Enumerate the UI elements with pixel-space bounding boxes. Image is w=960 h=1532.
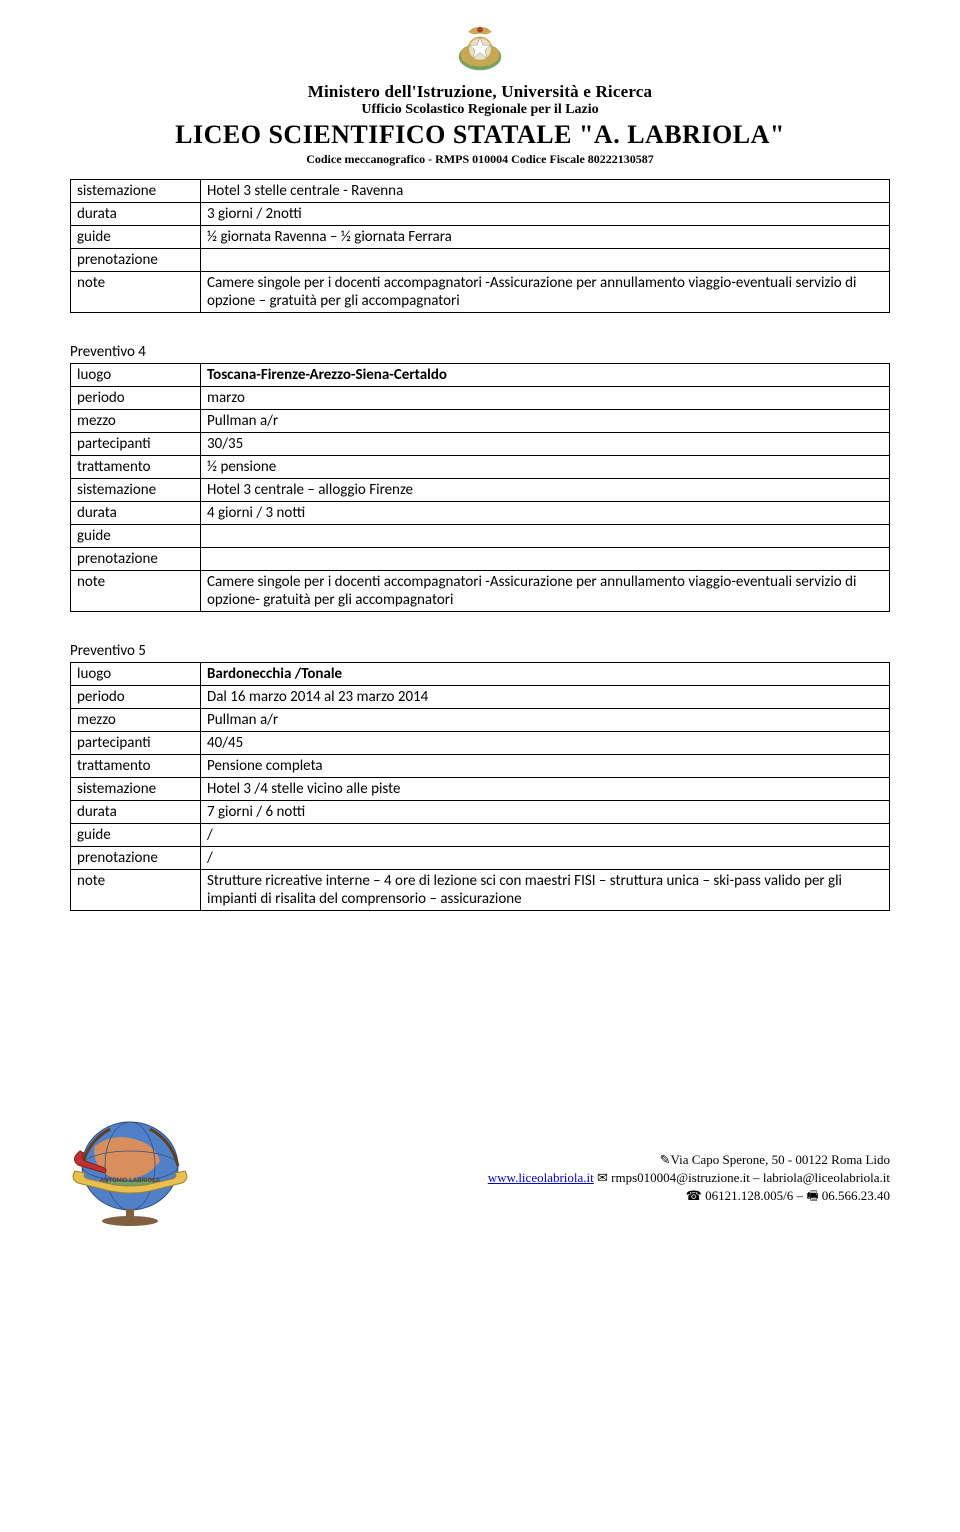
codice-line: Codice meccanografico - RMPS 010004 Codi…	[70, 152, 890, 167]
table-row: sistemazioneHotel 3 /4 stelle vicino all…	[71, 778, 890, 801]
row-value: Hotel 3 /4 stelle vicino alle piste	[201, 778, 890, 801]
row-label: luogo	[71, 364, 201, 387]
row-value: Hotel 3 centrale – alloggio Firenze	[201, 479, 890, 502]
section-title: Preventivo 5	[70, 642, 890, 660]
table-row: luogoBardonecchia /Tonale	[71, 663, 890, 686]
table-row: trattamentoPensione completa	[71, 755, 890, 778]
row-value: Pullman a/r	[201, 410, 890, 433]
table-row: sistemazioneHotel 3 stelle centrale - Ra…	[71, 180, 890, 203]
row-label: note	[71, 571, 201, 612]
row-value: Camere singole per i docenti accompagnat…	[201, 272, 890, 313]
row-value: Toscana-Firenze-Arezzo-Siena-Certaldo	[201, 364, 890, 387]
row-label: mezzo	[71, 709, 201, 732]
table-row: durata7 giorni / 6 notti	[71, 801, 890, 824]
preventivo-table: luogoBardonecchia /TonaleperiodoDal 16 m…	[70, 662, 890, 911]
footer-web-email: www.liceolabriola.it ✉ rmps010004@istruz…	[488, 1169, 890, 1187]
footer-address: ✎Via Capo Sperone, 50 - 00122 Roma Lido	[488, 1151, 890, 1169]
row-value: ½ giornata Ravenna – ½ giornata Ferrara	[201, 226, 890, 249]
row-label: guide	[71, 824, 201, 847]
row-value: ½ pensione	[201, 456, 890, 479]
row-label: guide	[71, 525, 201, 548]
row-value: marzo	[201, 387, 890, 410]
table-row: noteCamere singole per i docenti accompa…	[71, 571, 890, 612]
svg-text:ANTONIO LABRIOLA: ANTONIO LABRIOLA	[100, 1178, 161, 1184]
row-value: Camere singole per i docenti accompagnat…	[201, 571, 890, 612]
row-label: prenotazione	[71, 548, 201, 571]
school-globe-logo-icon: ANTONIO LABRIOLA	[60, 1091, 200, 1231]
row-label: note	[71, 272, 201, 313]
row-value: /	[201, 824, 890, 847]
table-row: durata3 giorni / 2notti	[71, 203, 890, 226]
row-value: 7 giorni / 6 notti	[201, 801, 890, 824]
row-value: Bardonecchia /Tonale	[201, 663, 890, 686]
row-label: trattamento	[71, 456, 201, 479]
table-row: periodoDal 16 marzo 2014 al 23 marzo 201…	[71, 686, 890, 709]
row-label: prenotazione	[71, 847, 201, 870]
row-value: Dal 16 marzo 2014 al 23 marzo 2014	[201, 686, 890, 709]
table-row: mezzoPullman a/r	[71, 410, 890, 433]
footer-website-link[interactable]: www.liceolabriola.it	[488, 1170, 594, 1185]
row-value: 30/35	[201, 433, 890, 456]
table-row: noteCamere singole per i docenti accompa…	[71, 272, 890, 313]
row-label: durata	[71, 502, 201, 525]
table-row: guide	[71, 525, 890, 548]
row-label: partecipanti	[71, 433, 201, 456]
table-row: sistemazioneHotel 3 centrale – alloggio …	[71, 479, 890, 502]
row-value	[201, 249, 890, 272]
row-label: trattamento	[71, 755, 201, 778]
document-footer: ANTONIO LABRIOLA ✎Via Capo Sperone, 50 -…	[70, 1091, 890, 1231]
row-value	[201, 548, 890, 571]
row-label: luogo	[71, 663, 201, 686]
row-label: prenotazione	[71, 249, 201, 272]
row-value: Pensione completa	[201, 755, 890, 778]
table-row: trattamento½ pensione	[71, 456, 890, 479]
table-row: prenotazione	[71, 548, 890, 571]
row-value: /	[201, 847, 890, 870]
table-row: prenotazione/	[71, 847, 890, 870]
ministry-title: Ministero dell'Istruzione, Università e …	[70, 82, 890, 102]
preventivo-table: sistemazioneHotel 3 stelle centrale - Ra…	[70, 179, 890, 313]
table-row: periodomarzo	[71, 387, 890, 410]
table-row: luogoToscana-Firenze-Arezzo-Siena-Certal…	[71, 364, 890, 387]
row-label: mezzo	[71, 410, 201, 433]
row-value: Pullman a/r	[201, 709, 890, 732]
footer-email: rmps010004@istruzione.it – labriola@lice…	[611, 1170, 890, 1185]
ufficio-subtitle: Ufficio Scolastico Regionale per il Lazi…	[70, 102, 890, 118]
table-row: partecipanti40/45	[71, 732, 890, 755]
row-value: 3 giorni / 2notti	[201, 203, 890, 226]
row-value: 40/45	[201, 732, 890, 755]
footer-contact-block: ✎Via Capo Sperone, 50 - 00122 Roma Lido …	[488, 1151, 890, 1206]
row-value: Hotel 3 stelle centrale - Ravenna	[201, 180, 890, 203]
footer-phone: ☎ 06121.128.005/6 – 🖷 06.566.23.40	[488, 1187, 890, 1205]
school-name: LICEO SCIENTIFICO STATALE "A. LABRIOLA"	[70, 120, 890, 150]
row-label: sistemazione	[71, 180, 201, 203]
table-row: durata4 giorni / 3 notti	[71, 502, 890, 525]
row-label: sistemazione	[71, 479, 201, 502]
row-label: sistemazione	[71, 778, 201, 801]
preventivo-table: luogoToscana-Firenze-Arezzo-Siena-Certal…	[70, 363, 890, 612]
table-row: noteStrutture ricreative interne – 4 ore…	[71, 870, 890, 911]
table-row: guide/	[71, 824, 890, 847]
row-label: durata	[71, 801, 201, 824]
row-label: durata	[71, 203, 201, 226]
italian-emblem-icon	[451, 20, 509, 78]
row-value: 4 giorni / 3 notti	[201, 502, 890, 525]
table-row: prenotazione	[71, 249, 890, 272]
row-value	[201, 525, 890, 548]
row-value: Strutture ricreative interne – 4 ore di …	[201, 870, 890, 911]
table-row: guide½ giornata Ravenna – ½ giornata Fer…	[71, 226, 890, 249]
row-label: periodo	[71, 387, 201, 410]
document-header: Ministero dell'Istruzione, Università e …	[70, 20, 890, 167]
row-label: note	[71, 870, 201, 911]
row-label: guide	[71, 226, 201, 249]
row-label: periodo	[71, 686, 201, 709]
table-row: mezzoPullman a/r	[71, 709, 890, 732]
row-label: partecipanti	[71, 732, 201, 755]
section-title: Preventivo 4	[70, 343, 890, 361]
table-row: partecipanti30/35	[71, 433, 890, 456]
